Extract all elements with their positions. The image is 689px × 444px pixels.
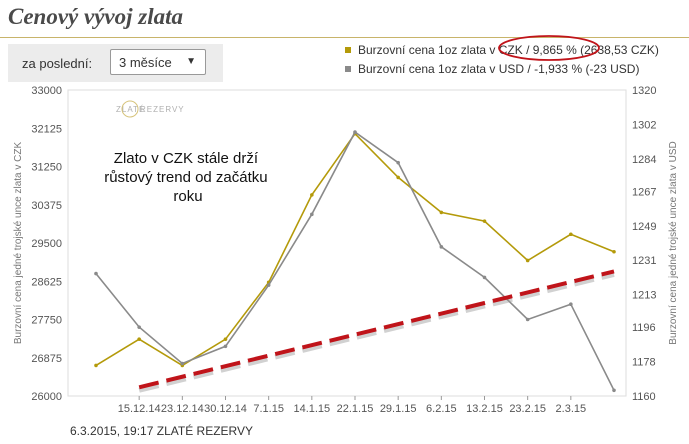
y-axis-left-title: Burzovní cena jedné trojské unce zlata v…: [13, 142, 24, 345]
data-point-usd: [94, 271, 98, 276]
y-left-tick-label: 26875: [31, 353, 62, 365]
logo-icon: [121, 100, 139, 118]
x-tick-label: 2.3.15: [556, 403, 587, 415]
data-point-czk: [94, 363, 98, 368]
page-title: Cenový vývoj zlata: [8, 4, 184, 29]
annotation-text: Zlato v CZK stále drží růstový trend od …: [104, 150, 272, 205]
legend-swatch-usd: [345, 65, 351, 72]
data-point-usd: [180, 361, 185, 366]
chart-legend: Burzovní cena 1oz zlata v CZK / 9,865 % …: [345, 40, 659, 78]
y-right-tick-label: 1213: [632, 290, 656, 302]
data-point-czk: [439, 210, 444, 215]
y-left-tick-label: 30375: [31, 200, 62, 212]
y-left-tick-label: 31250: [31, 162, 62, 174]
data-point-usd: [310, 212, 314, 217]
period-select-value: 3 měsíce: [119, 55, 172, 70]
data-point-usd: [266, 283, 271, 287]
data-point-usd: [525, 317, 530, 322]
period-select[interactable]: 3 měsíce ▼: [110, 49, 206, 75]
legend-item-czk[interactable]: Burzovní cena 1oz zlata v CZK / 9,865 % …: [345, 40, 659, 59]
watermark-text-left: ZLATÉ: [116, 105, 145, 114]
data-point-czk: [310, 193, 314, 197]
y-left-tick-label: 32125: [31, 123, 62, 135]
data-point-usd: [396, 160, 400, 165]
y-right-tick-label: 1284: [632, 154, 656, 166]
highlight-ellipse: [498, 35, 600, 61]
data-point-usd: [353, 130, 357, 134]
legend-label-usd: Burzovní cena 1oz zlata v USD / -1,933 %…: [358, 61, 640, 76]
y-left-tick-label: 26000: [31, 391, 62, 403]
chevron-down-icon: ▼: [186, 56, 196, 67]
y-right-tick-label: 1302: [632, 119, 656, 131]
legend-item-usd[interactable]: Burzovní cena 1oz zlata v USD / -1,933 %…: [345, 59, 659, 78]
x-tick-label: 13.2.15: [466, 403, 503, 415]
watermark-text-right: REZERVY: [140, 105, 185, 114]
x-tick-label: 6.2.15: [426, 403, 457, 415]
y-left-tick-label: 33000: [31, 85, 62, 97]
x-tick-label: 22.1.15: [337, 403, 374, 415]
y-right-tick-label: 1249: [632, 221, 656, 233]
y-left-tick-label: 28625: [31, 276, 62, 288]
legend-swatch-czk: [345, 46, 351, 53]
y-right-tick-label: 1196: [632, 322, 656, 334]
data-point-usd: [482, 275, 487, 280]
data-point-czk: [137, 337, 141, 341]
x-tick-label: 23.2.15: [509, 403, 546, 415]
y-right-tick-label: 1231: [632, 255, 656, 267]
y-axis-right-title: Burzovní cena jedné trojské unce zlata v…: [668, 141, 679, 344]
x-tick-label: 7.1.15: [253, 403, 284, 415]
chart-footer: 6.3.2015, 19:17 ZLATÉ REZERVY: [70, 424, 253, 438]
data-point-czk: [569, 232, 573, 237]
x-tick-label: 29.1.15: [380, 403, 417, 415]
y-right-tick-label: 1320: [632, 85, 656, 97]
data-point-usd: [569, 302, 573, 307]
watermark: ZLATÉ REZERVY: [116, 100, 185, 118]
period-controls: za poslední: 3 měsíce ▼: [8, 44, 223, 82]
data-point-usd: [439, 245, 444, 249]
period-label: za poslední:: [22, 56, 93, 71]
legend-label-czk: Burzovní cena 1oz zlata v CZK / 9,865 % …: [358, 42, 659, 57]
y-right-tick-label: 1178: [632, 357, 656, 369]
y-right-tick-label: 1160: [632, 391, 656, 403]
x-tick-label: 14.1.15: [293, 403, 330, 415]
trend-line: [138, 269, 615, 390]
title-divider: [0, 37, 689, 38]
y-left-tick-label: 27750: [31, 315, 62, 327]
data-point-czk: [223, 337, 228, 341]
data-point-czk: [396, 175, 400, 180]
data-point-czk: [482, 219, 487, 223]
data-point-usd: [223, 344, 228, 349]
trend-line-shadow: [138, 271, 615, 393]
x-tick-label: 30.12.14: [204, 403, 247, 415]
data-point-czk: [525, 258, 530, 263]
data-point-usd: [612, 388, 616, 393]
data-point-usd: [137, 325, 141, 329]
plot-area: [67, 89, 627, 397]
y-right-tick-label: 1267: [632, 186, 656, 198]
x-tick-label: 23.12.14: [161, 403, 204, 415]
y-left-tick-label: 29500: [31, 238, 62, 250]
data-point-czk: [612, 249, 616, 254]
x-tick-label: 15.12.14: [118, 403, 161, 415]
